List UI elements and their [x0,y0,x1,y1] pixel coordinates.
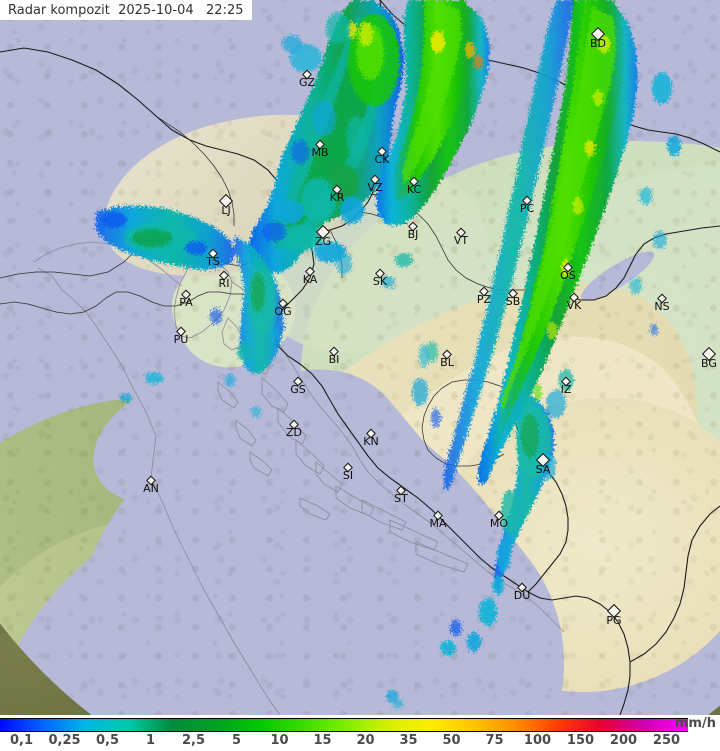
title-text: Radar kompozit 2025-10-04 22:25 [8,2,244,18]
colorbar-tick-7: 15 [313,733,332,748]
colorbar-tick-8: 20 [356,733,375,748]
colorbar-gradient [0,718,688,732]
colorbar-tick-4: 2,5 [181,733,206,748]
colorbar-tick-6: 10 [270,733,289,748]
colorbar-tick-14: 200 [609,733,638,748]
colorbar-tick-15: 250 [652,733,681,748]
precipitation-echo-layer [96,0,681,709]
echo-herzegovina-band [492,369,574,596]
borders-layer [0,0,720,715]
echo-kvarner-band [234,236,284,374]
colorbar-tick-10: 50 [442,733,461,748]
echo-misc-cells [282,12,681,336]
echo-gulf-of-trieste-cell [96,206,236,270]
colorbar-tick-3: 1 [145,733,156,748]
colorbar-tick-labels: 0,1 0,25 0,5 1 2,5 5 10 15 20 35 50 75 100 150 200 250 [0,732,720,751]
colorbar-tick-13: 150 [566,733,595,748]
echo-eastern-band-north [376,0,490,226]
legend-colorbar[interactable]: 0,1 0,25 0,5 1 2,5 5 10 15 20 35 50 75 100 150 200 250 … [0,715,720,751]
radar-map[interactable]: GZ BD MB CK VZ KC KR LJ PC ZG BJ VT TS OS KA SK RI PA PZ SB… [0,0,720,715]
echo-adriatic-scatter [120,308,497,709]
colorbar-tick-12: 100 [523,733,552,748]
echo-eastern-band-fringe [444,0,574,490]
colorbar-tick-5: 5 [231,733,242,748]
colorbar-tick-9: 35 [399,733,418,748]
colorbar-tick-11: 75 [485,733,504,748]
colorbar-tick-1: 0,25 [48,733,81,748]
colorbar-unit-label: mm/h [674,716,716,731]
colorbar-tick-2: 0,5 [95,733,120,748]
echo-eastern-band-main [478,0,638,486]
title-bar: Radar kompozit 2025-10-04 22:25 [0,0,252,20]
colorbar-tick-0: 0,1 [9,733,34,748]
